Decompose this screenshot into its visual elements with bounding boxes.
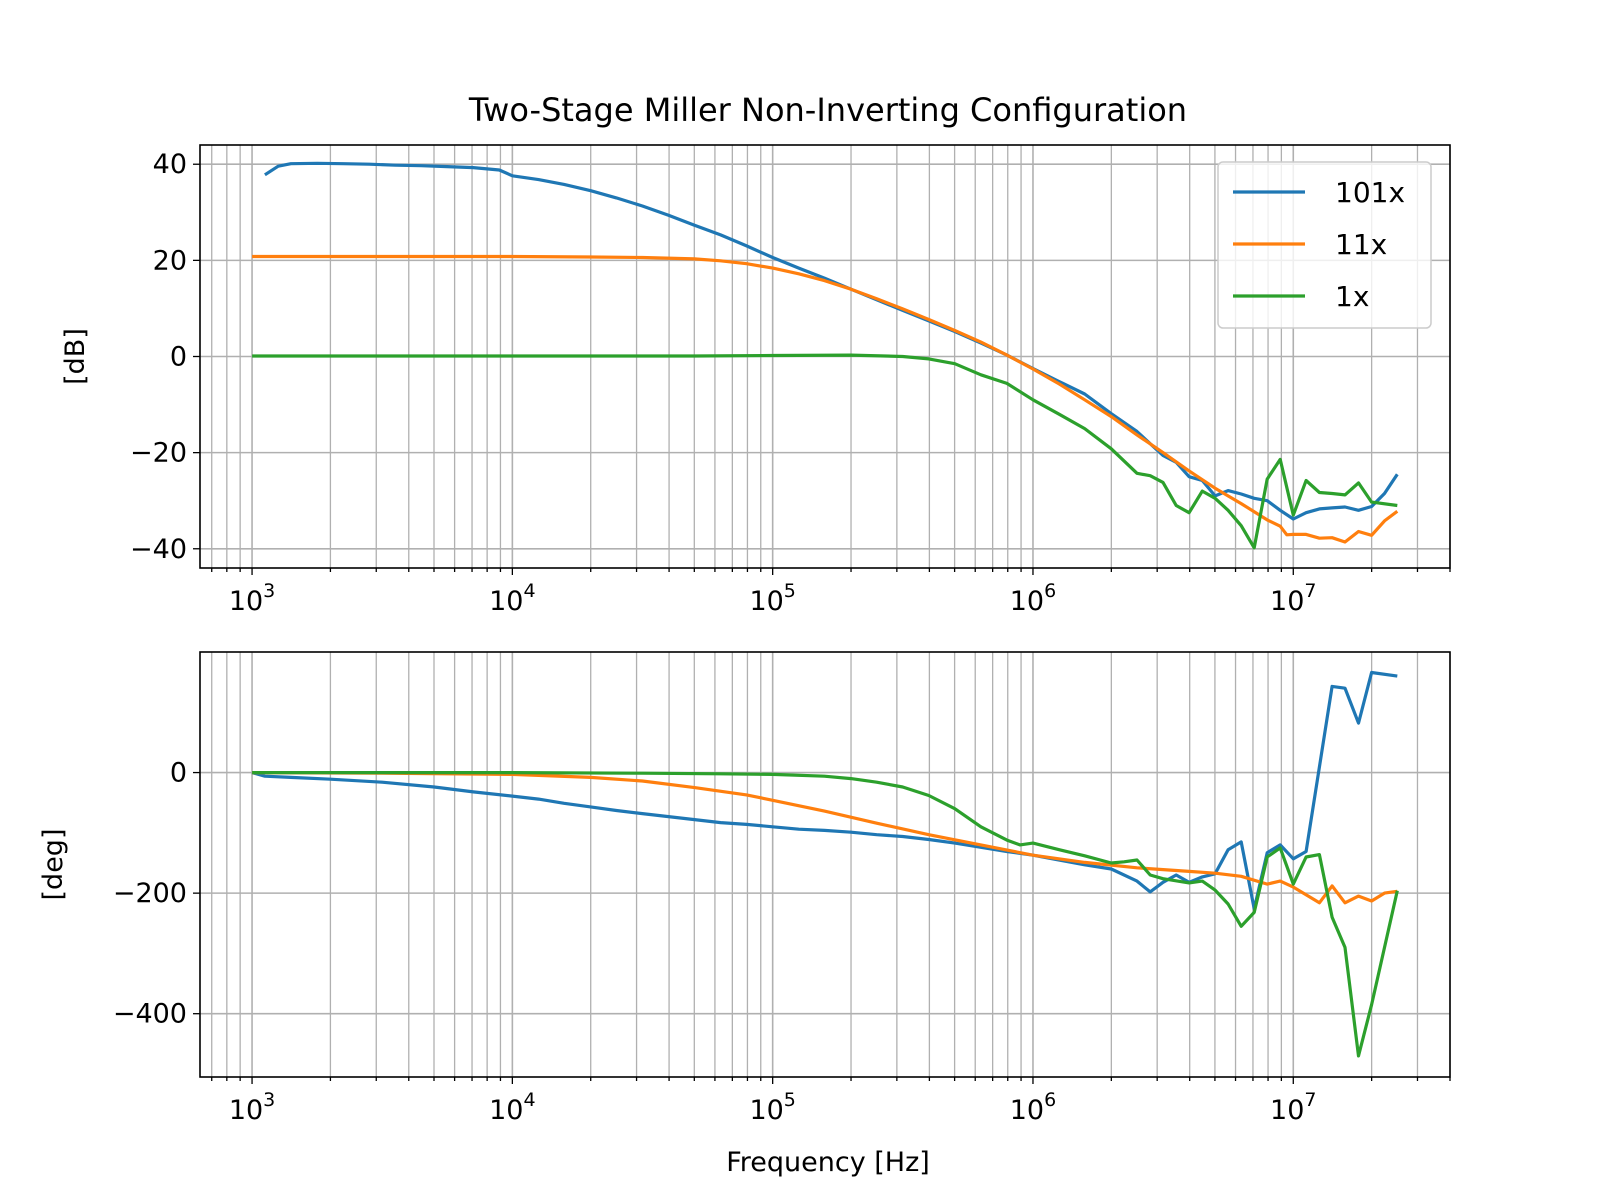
legend-label-101x: 101x bbox=[1335, 176, 1405, 209]
magnitude-y-tick-label: 20 bbox=[153, 245, 187, 276]
phase-x-tick-label: 106 bbox=[1010, 1089, 1056, 1126]
magnitude-panel: 40 20 0 −20 −40 103 104 105 106 107 [dB] 101x 11x 1x bbox=[60, 144, 1451, 617]
legend-label-11x: 11x bbox=[1335, 228, 1387, 261]
legend-label-1x: 1x bbox=[1335, 280, 1369, 313]
magnitude-series-1x bbox=[252, 353, 1398, 550]
phase-series-11x bbox=[252, 771, 1398, 905]
phase-grid bbox=[193, 652, 1451, 1084]
legend: 101x 11x 1x bbox=[1217, 161, 1432, 329]
magnitude-axes-frame bbox=[199, 144, 1451, 569]
legend-frame bbox=[1217, 161, 1432, 329]
magnitude-series-11x bbox=[252, 254, 1399, 544]
phase-x-tick-label: 107 bbox=[1270, 1089, 1316, 1126]
phase-x-tick-label: 104 bbox=[489, 1089, 535, 1126]
magnitude-y-tick-label: 40 bbox=[153, 149, 187, 180]
phase-series-group bbox=[251, 670, 1399, 1058]
magnitude-y-axis-label: [dB] bbox=[60, 328, 91, 385]
magnitude-x-tick-label: 107 bbox=[1270, 580, 1316, 617]
magnitude-x-tick-label: 105 bbox=[749, 580, 795, 617]
magnitude-y-tick-label: 0 bbox=[170, 342, 187, 373]
chart-title: Two-Stage Miller Non-Inverting Configura… bbox=[468, 91, 1187, 129]
magnitude-series-group bbox=[252, 161, 1399, 550]
phase-axes-frame bbox=[199, 651, 1451, 1078]
phase-panel: 0 −200 −400 103 104 105 106 107 [deg] bbox=[38, 651, 1451, 1126]
phase-y-axis-label: [deg] bbox=[38, 829, 69, 901]
phase-y-tick-label: 0 bbox=[170, 758, 187, 789]
phase-x-tick-label: 105 bbox=[749, 1089, 795, 1126]
phase-series-1x bbox=[252, 771, 1399, 1058]
magnitude-x-tick-label: 104 bbox=[489, 580, 535, 617]
phase-x-tick-label: 103 bbox=[229, 1089, 275, 1126]
phase-y-tick-label: −400 bbox=[113, 999, 187, 1030]
magnitude-x-tick-label: 106 bbox=[1010, 580, 1056, 617]
x-axis-label: Frequency [Hz] bbox=[726, 1147, 930, 1178]
phase-y-tick-label: −200 bbox=[113, 878, 187, 909]
magnitude-y-tick-label: −20 bbox=[130, 438, 187, 469]
magnitude-x-tick-label: 103 bbox=[229, 580, 275, 617]
magnitude-y-tick-label: −40 bbox=[130, 534, 187, 565]
